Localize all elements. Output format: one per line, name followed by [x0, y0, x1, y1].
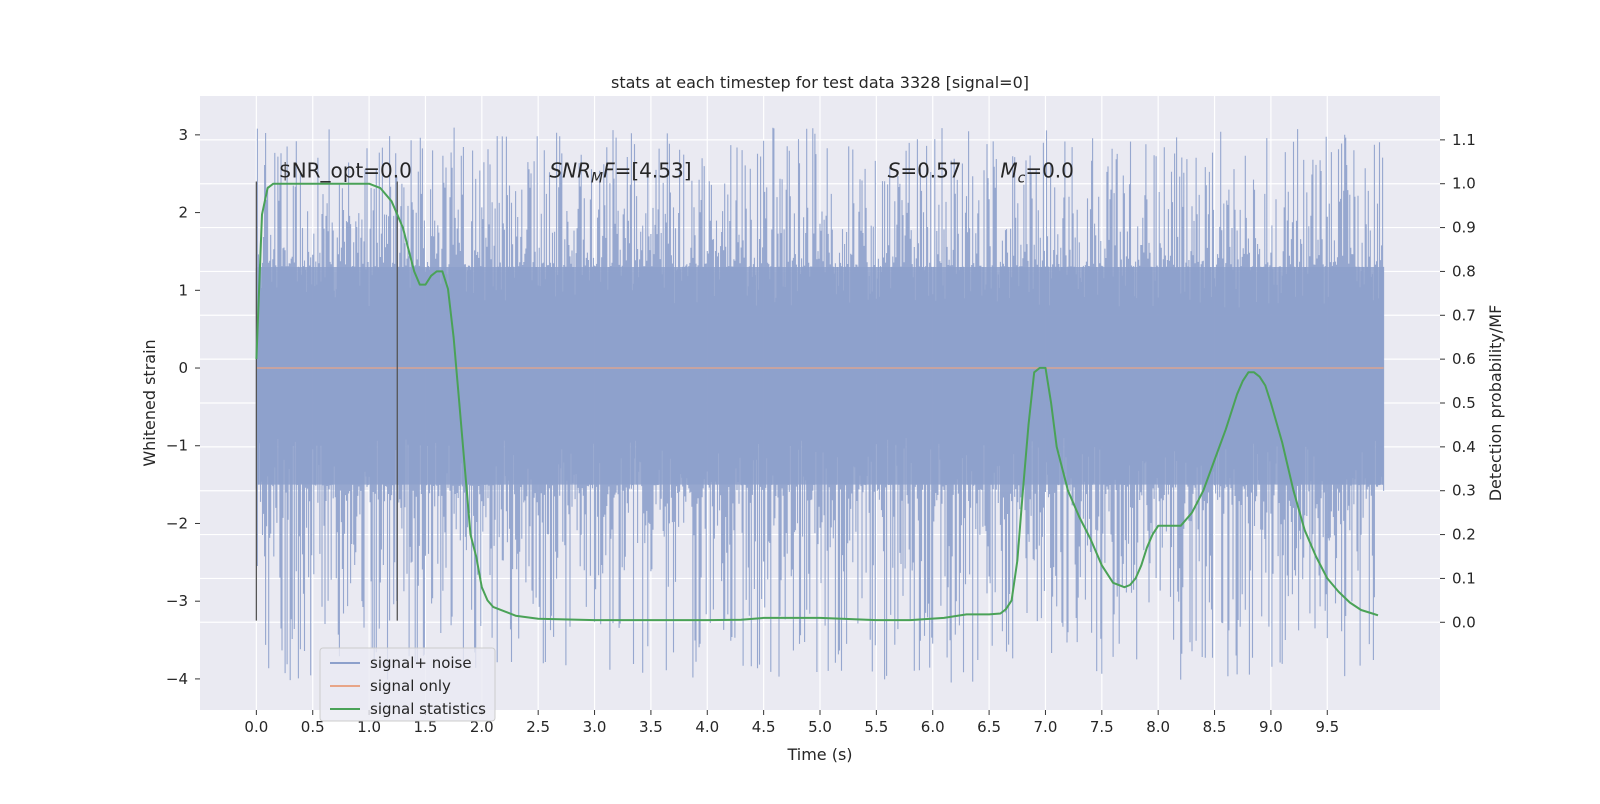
signal-statistics-line	[255, 182, 1379, 622]
y2-tick-label: 0.4	[1452, 438, 1476, 456]
y-axis-ticks: −4 −3 −2 −1 0 1 2 3	[166, 126, 200, 688]
y-tick-label: 2	[178, 204, 188, 222]
legend: signal+ noise signal only signal statist…	[319, 647, 496, 722]
y2-tick-label: 0.0	[1452, 613, 1476, 631]
y2-tick-label: 0.6	[1452, 350, 1476, 368]
x-axis-label: Time (s)	[786, 745, 852, 764]
x-tick-label: 1.5	[414, 718, 438, 736]
x-tick-label: 7.5	[1090, 718, 1114, 736]
x-tick-label: 6.5	[977, 718, 1001, 736]
y-tick-label: 1	[178, 281, 188, 299]
x-tick-label: 4.0	[695, 718, 719, 736]
y2-axis-ticks: 0.0 0.1 0.2 0.3 0.4 0.5 0.6 0.7 0.8 0.9 1.0 1.1	[1440, 131, 1476, 631]
x-tick-label: 5.5	[864, 718, 888, 736]
x-tick-label: 2.5	[526, 718, 550, 736]
annotation: Mc=0.0	[1000, 159, 1074, 187]
y-tick-label: −4	[166, 670, 188, 688]
x-tick-label: 0.5	[301, 718, 325, 736]
annotations: $NR_opt=0.0 SNRMF=[4.53] S=0.57 Mc=0.0	[279, 159, 1074, 187]
x-tick-label: 6.0	[921, 718, 945, 736]
annotation: S=0.57	[888, 159, 962, 183]
x-tick-label: 5.0	[808, 718, 832, 736]
y-tick-label: 3	[178, 126, 188, 144]
y2-tick-label: 1.1	[1452, 131, 1476, 149]
y-tick-label: −3	[166, 592, 188, 610]
x-tick-label: 1.0	[357, 718, 381, 736]
x-tick-label: 8.5	[1203, 718, 1227, 736]
x-tick-label: 4.5	[752, 718, 776, 736]
x-tick-label: 9.5	[1315, 718, 1339, 736]
annotation: $NR_opt=0.0	[279, 159, 412, 183]
vertical-markers	[255, 181, 398, 621]
x-tick-label: 8.0	[1146, 718, 1170, 736]
signal-statistics-series	[255, 182, 1379, 622]
x-tick-label: 2.0	[470, 718, 494, 736]
y2-tick-label: 0.1	[1452, 569, 1476, 587]
noise-series	[255, 127, 1385, 683]
y2-tick-label: 0.5	[1452, 394, 1476, 412]
y2-tick-label: 0.7	[1452, 306, 1476, 324]
annotation: SNRMF=[4.53]	[549, 159, 691, 187]
y2-tick-label: 0.3	[1452, 482, 1476, 500]
y-tick-label: −2	[166, 514, 188, 532]
y2-tick-label: 0.2	[1452, 526, 1476, 544]
x-tick-label: 3.5	[639, 718, 663, 736]
y-tick-label: 0	[178, 359, 188, 377]
x-tick-label: 9.0	[1259, 718, 1283, 736]
x-tick-label: 3.0	[583, 718, 607, 736]
chart-title: stats at each timestep for test data 332…	[611, 73, 1029, 92]
legend-label-noise: signal+ noise	[370, 654, 472, 672]
y2-tick-label: 0.8	[1452, 262, 1476, 280]
y-tick-label: −1	[166, 437, 188, 455]
legend-label-stats: signal statistics	[370, 700, 486, 718]
x-tick-label: 7.0	[1034, 718, 1058, 736]
y2-axis-label: Detection probability/MF	[1486, 305, 1505, 502]
legend-box	[319, 647, 496, 722]
y2-tick-label: 1.0	[1452, 175, 1476, 193]
y-axis-label: Whitened strain	[140, 339, 159, 466]
legend-label-signal: signal only	[370, 677, 451, 695]
y2-tick-label: 0.9	[1452, 219, 1476, 237]
x-axis-ticks: 0.0 0.5 1.0 1.5 2.0 2.5 3.0 3.5 4.0 4.5 5.0 5.5 6.0 6…	[244, 710, 1339, 736]
x-tick-label: 0.0	[244, 718, 268, 736]
